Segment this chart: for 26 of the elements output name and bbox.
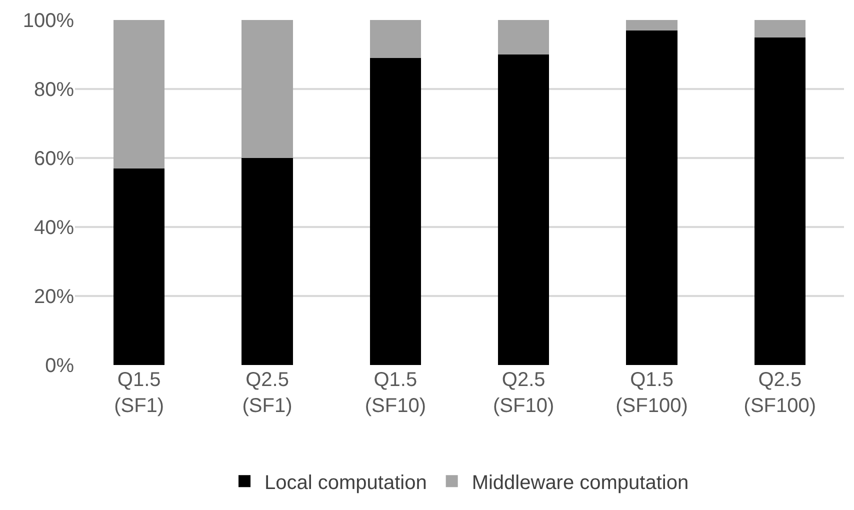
x-tick-label: Q2.5 (SF100) xyxy=(744,369,816,417)
bar xyxy=(626,20,678,30)
x-tick-label: Q1.5 (SF1) xyxy=(114,369,164,417)
y-tick-label: 60% xyxy=(34,148,74,170)
x-tick-label: Q1.5 (SF10) xyxy=(364,369,426,417)
bar xyxy=(113,20,165,168)
bar xyxy=(754,20,806,38)
bar xyxy=(113,168,165,365)
legend-label: Local computation xyxy=(264,472,427,494)
y-tick-label: 20% xyxy=(34,286,74,308)
x-tick-label: Q1.5 (SF100) xyxy=(616,369,688,417)
bar xyxy=(498,54,550,365)
legend-label: Middleware computation xyxy=(472,472,689,494)
x-tick-label: Q2.5 (SF1) xyxy=(242,369,292,417)
bar xyxy=(370,58,422,365)
bar xyxy=(242,20,293,158)
x-tick-label: Q2.5 (SF10) xyxy=(493,369,554,417)
y-tick-label: 40% xyxy=(34,217,74,239)
bar xyxy=(626,30,678,365)
bar xyxy=(370,20,422,58)
bar xyxy=(754,37,806,365)
y-tick-label: 80% xyxy=(34,79,74,101)
y-tick-label: 100% xyxy=(22,10,74,32)
bar xyxy=(498,20,550,54)
y-tick-label: 0% xyxy=(45,355,74,377)
bar xyxy=(242,158,293,365)
